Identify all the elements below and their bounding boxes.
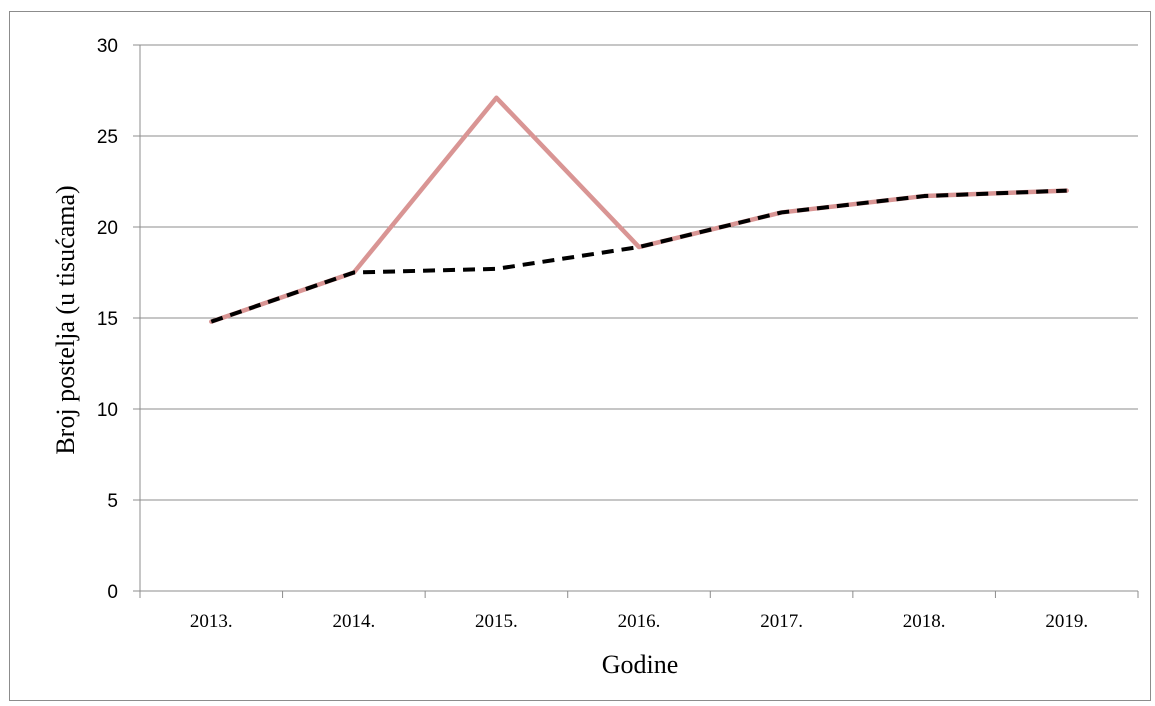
x-tick-labels: 2013. 2014. 2015. 2016. 2017. 2018. 2019. [190, 611, 1088, 632]
series-line-1 [209, 95, 1069, 324]
axes [133, 44, 1139, 598]
y-tick-label: 0 [107, 582, 118, 603]
x-tick-label: 2018. [903, 611, 946, 632]
x-tick-label: 2016. [618, 611, 661, 632]
x-tick-label: 2013. [190, 611, 233, 632]
x-axis-title: Godine [602, 650, 679, 679]
x-tick-label: 2015. [475, 611, 518, 632]
y-tick-label: 5 [107, 491, 118, 512]
y-tick-label: 20 [97, 218, 118, 239]
series-line-2 [210, 188, 1067, 324]
y-tick-label: 30 [97, 36, 118, 57]
x-tick-label: 2017. [760, 611, 803, 632]
gridlines [140, 44, 1138, 501]
y-tick-label: 15 [97, 309, 118, 330]
x-tick-label: 2014. [332, 611, 375, 632]
y-tick-label: 10 [97, 400, 118, 421]
y-tick-label: 25 [97, 127, 118, 148]
y-tick-labels: 0 5 10 15 20 25 30 [97, 36, 118, 603]
y-axis-title: Broj postelja (u tisućama) [51, 185, 80, 454]
chart-frame [9, 11, 1151, 701]
series-lines [209, 95, 1069, 324]
x-tick-label: 2019. [1045, 611, 1088, 632]
